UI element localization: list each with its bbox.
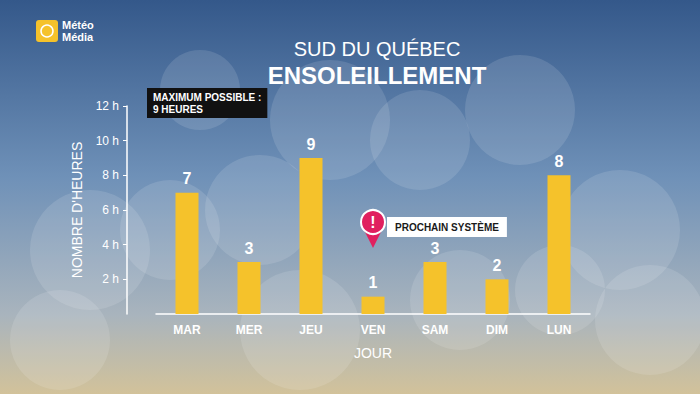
- svg-text:8 h: 8 h: [102, 168, 119, 182]
- svg-text:3: 3: [431, 240, 440, 257]
- svg-text:NOMBRE D'HEURES: NOMBRE D'HEURES: [69, 142, 85, 278]
- svg-text:9: 9: [307, 136, 316, 153]
- svg-text:VEN: VEN: [361, 323, 386, 337]
- svg-text:DIM: DIM: [486, 323, 508, 337]
- svg-text:2 h: 2 h: [102, 272, 119, 286]
- svg-text:SAM: SAM: [422, 323, 449, 337]
- svg-text:Météo: Météo: [62, 19, 94, 31]
- svg-text:7: 7: [183, 170, 192, 187]
- svg-text:MAXIMUM POSSIBLE :: MAXIMUM POSSIBLE :: [153, 92, 261, 103]
- svg-text:MER: MER: [236, 323, 263, 337]
- svg-text:Média: Média: [62, 31, 94, 43]
- svg-text:8: 8: [555, 153, 564, 170]
- svg-text:ENSOLEILLEMENT: ENSOLEILLEMENT: [268, 62, 487, 89]
- svg-text:JEU: JEU: [299, 323, 322, 337]
- svg-text:1: 1: [369, 274, 378, 291]
- svg-text:9 HEURES: 9 HEURES: [153, 104, 203, 115]
- svg-text:3: 3: [245, 240, 254, 257]
- svg-text:10 h: 10 h: [96, 134, 119, 148]
- svg-text:12 h: 12 h: [96, 99, 119, 113]
- svg-text:LUN: LUN: [547, 323, 572, 337]
- svg-text:2: 2: [493, 257, 502, 274]
- svg-text:4 h: 4 h: [102, 238, 119, 252]
- svg-text:MAR: MAR: [173, 323, 201, 337]
- svg-text:PROCHAIN SYSTÈME: PROCHAIN SYSTÈME: [395, 221, 499, 233]
- svg-text:6 h: 6 h: [102, 203, 119, 217]
- svg-text:SUD DU QUÉBEC: SUD DU QUÉBEC: [294, 38, 461, 60]
- svg-text:JOUR: JOUR: [354, 345, 392, 361]
- svg-text:!: !: [370, 214, 375, 231]
